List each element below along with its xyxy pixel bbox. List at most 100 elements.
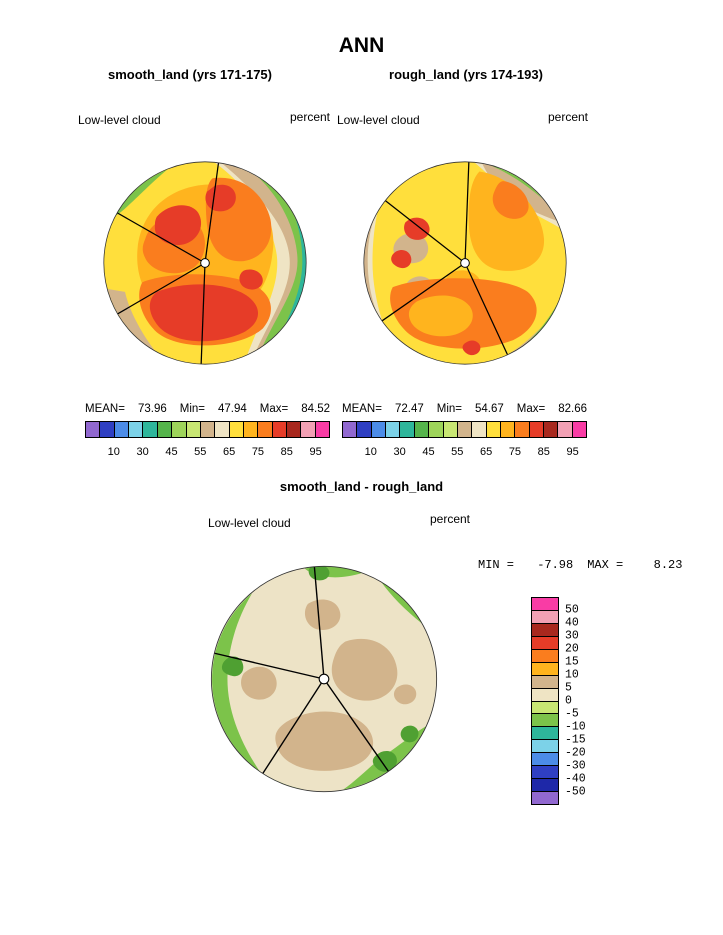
colorbar-segment-0: [343, 422, 357, 437]
min-value: -7.98: [537, 558, 574, 572]
diff-colorbar-segment-10: [532, 726, 558, 740]
colorbar-segment-5: [413, 422, 429, 437]
diff-colorbar-label: 5: [565, 681, 572, 695]
colorbar-segment-12: [514, 422, 529, 437]
colorbar-segment-8: [199, 422, 215, 437]
mean-value: 73.96: [137, 403, 167, 415]
diff-colorbar-segment-13: [532, 765, 558, 779]
mean-value: 72.47: [394, 403, 424, 415]
units-label-smooth: percent: [289, 110, 330, 124]
colorbar-smooth: [85, 421, 330, 438]
diff-colorbar-segment-11: [532, 739, 558, 753]
panel-title-smooth: smooth_land (yrs 171-175): [107, 67, 272, 82]
colorbar-segment-7: [442, 422, 457, 437]
figure-title: ANN: [338, 34, 385, 57]
polar-map-smooth-svg: [103, 161, 307, 365]
colorbar-ticks-smooth: 10 30 45 55 65 75 85 95: [85, 446, 330, 460]
colorbar-segment-16: [571, 422, 587, 437]
diff-colorbar-segment-15: [532, 791, 558, 804]
colorbar-segment-13: [271, 422, 287, 437]
units-label-diff: percent: [429, 512, 470, 526]
colorbar-segment-13: [528, 422, 544, 437]
max-label: Max=: [516, 403, 546, 415]
max-label: MAX =: [587, 558, 631, 572]
colorbar-segment-2: [113, 422, 129, 437]
stats-smooth: MEAN= 73.96 Min= 47.94 Max= 84.52: [85, 403, 330, 415]
colorbar-segment-11: [242, 422, 258, 437]
polar-map-diff-svg: [210, 565, 438, 793]
max-value: 8.23: [653, 558, 683, 572]
polar-map-diff: [206, 561, 442, 797]
colorbar-segment-4: [399, 422, 414, 437]
colorbar-segment-14: [543, 422, 558, 437]
colorbar-tick-label: 95: [566, 446, 579, 458]
diff-colorbar-label: 40: [565, 616, 579, 630]
colorbar-segment-1: [356, 422, 371, 437]
polar-map-rough: [359, 157, 571, 369]
diff-colorbar-label: -15: [565, 733, 586, 747]
sector-lines: [381, 161, 508, 355]
diff-colorbar-label: 10: [565, 668, 579, 682]
min-value: 47.94: [217, 403, 247, 415]
sector-lines: [116, 162, 220, 365]
colorbar-tick-label: 65: [222, 446, 236, 458]
colorbar-segment-0: [86, 422, 100, 437]
max-label: Max=: [259, 403, 289, 415]
sector-lines: [214, 566, 389, 774]
polar-map-smooth: [99, 157, 311, 369]
max-value: 84.52: [301, 403, 330, 415]
colorbar-tick-label: 30: [136, 446, 149, 458]
colorbar-segment-10: [228, 422, 243, 437]
colorbar-tick-label: 85: [280, 446, 293, 458]
colorbar-tick-label: 65: [479, 446, 493, 458]
units-label-rough: percent: [547, 110, 588, 124]
diff-colorbar-label: 15: [565, 655, 579, 669]
pole-center-dot: [200, 258, 210, 268]
pole-center-dot: [460, 258, 470, 268]
diff-colorbar-segment-2: [532, 622, 558, 636]
colorbar-segment-1: [99, 422, 114, 437]
diff-colorbar-segment-5: [532, 661, 558, 675]
colorbar-segment-3: [128, 422, 143, 437]
colorbar-segment-9: [214, 422, 229, 437]
diff-colorbar-label: -40: [565, 772, 586, 786]
colorbar-segment-10: [485, 422, 500, 437]
min-label: MIN =: [478, 558, 522, 572]
pole-center-dot: [318, 673, 330, 685]
min-value: 54.67: [474, 403, 504, 415]
colorbar-segment-6: [428, 422, 443, 437]
colorbar-tick-label: 55: [194, 446, 207, 458]
colorbar-segment-16: [314, 422, 330, 437]
colorbar-segment-8: [456, 422, 472, 437]
colorbar-tick-label: 95: [309, 446, 322, 458]
colorbar-ticks-rough: 10 30 45 55 65 75 85 95: [342, 446, 587, 460]
colorbar-tick-label: 45: [422, 446, 435, 458]
colorbar-segment-6: [171, 422, 186, 437]
colorbar-segment-4: [142, 422, 157, 437]
max-value: 82.66: [558, 403, 587, 415]
diff-colorbar-segment-8: [532, 700, 558, 714]
stats-rough: MEAN= 72.47 Min= 54.67 Max= 82.66: [342, 403, 587, 415]
diff-colorbar-label: -20: [565, 746, 586, 760]
field-label-diff: Low-level cloud: [208, 516, 291, 530]
diff-colorbar-segment-4: [532, 648, 558, 662]
stats-diff: MIN = -7.98 MAX = 8.23: [478, 558, 682, 572]
colorbar-segment-15: [557, 422, 572, 437]
colorbar-tick-label: 75: [508, 446, 522, 458]
diff-colorbar-segment-9: [532, 713, 558, 727]
colorbar-tick-label: 45: [165, 446, 178, 458]
colorbar-diff: [531, 597, 559, 805]
diff-colorbar-segment-6: [532, 674, 558, 688]
colorbar-tick-label: 10: [364, 446, 377, 458]
colorbar-segment-7: [185, 422, 200, 437]
field-label-smooth: Low-level cloud: [78, 113, 161, 127]
diff-colorbar-label: 30: [565, 629, 579, 643]
mean-label: MEAN=: [85, 403, 125, 415]
diff-colorbar-label: 20: [565, 642, 579, 656]
diff-colorbar-label: -30: [565, 759, 586, 773]
colorbar-segment-15: [300, 422, 315, 437]
colorbar-segment-11: [499, 422, 515, 437]
colorbar-tick-label: 10: [107, 446, 120, 458]
diff-colorbar-segment-7: [532, 687, 558, 701]
